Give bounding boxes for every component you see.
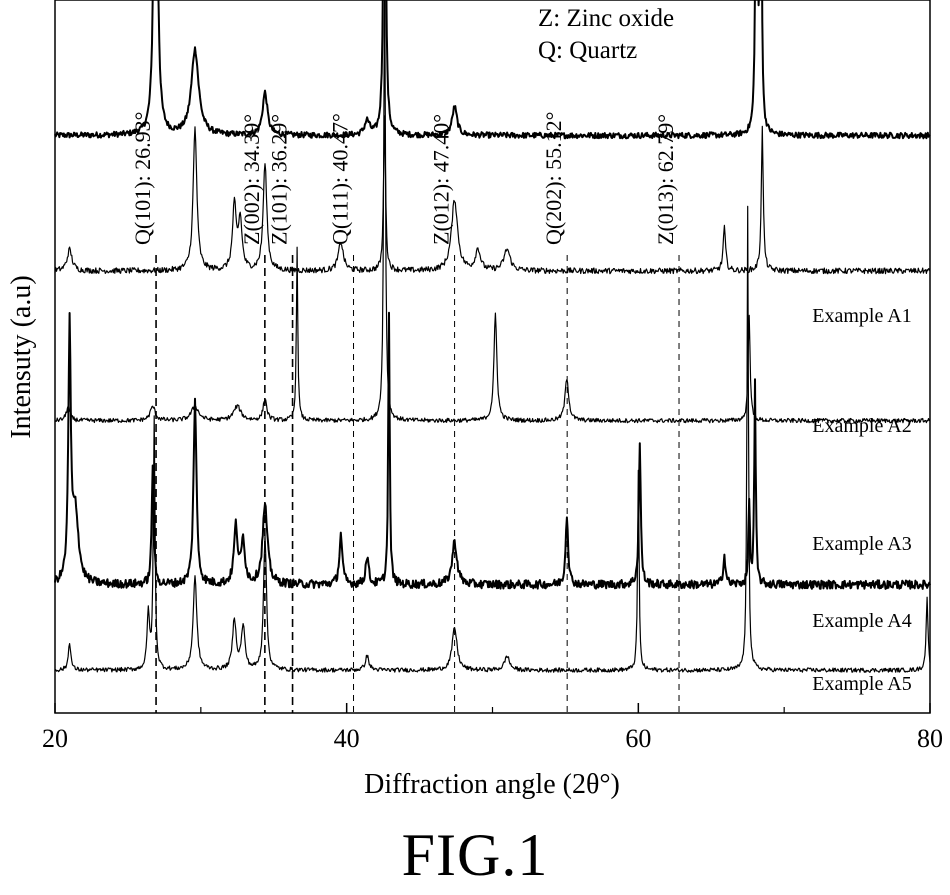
x-tick-label: 40 — [334, 724, 360, 753]
xrd-traces — [54, 0, 931, 673]
series-labels: Example A1 Example A2 Example A3 Example A4… — [812, 305, 911, 695]
series-trace — [54, 115, 931, 275]
plot-axes — [54, 0, 931, 714]
x-tick-label: 20 — [42, 724, 68, 753]
phase-key: Z: Zinc oxide Q: Quartz — [538, 5, 674, 64]
x-axis-label: Diffraction angle (2θ°) — [364, 769, 620, 800]
x-tick-label: 80 — [917, 724, 943, 753]
series-label: Example A3 — [812, 533, 911, 555]
plot-frame — [54, 0, 931, 714]
series-trace — [54, 205, 931, 673]
series-trace — [54, 0, 931, 140]
x-tick-marks — [54, 703, 931, 713]
series-trace — [54, 311, 931, 590]
x-tick-labels: 20 40 60 80 — [42, 724, 943, 753]
reference-label: Q(202): 55.12° — [541, 112, 566, 245]
key-entry: Q: Quartz — [538, 37, 637, 64]
figure-label: FIG.1 — [401, 822, 549, 888]
y-axis-label: Intensuty (a.u) — [6, 275, 37, 438]
series-trace — [54, 0, 931, 424]
xrd-chart: Q(101): 26.93° Z(002): 34.39° Z(101): 36.2… — [6, 0, 943, 800]
series-label: Example A2 — [812, 415, 911, 437]
key-entry: Z: Zinc oxide — [538, 5, 674, 32]
series-label: Example A4 — [812, 610, 911, 632]
x-tick-label: 60 — [625, 724, 651, 753]
series-label: Example A1 — [812, 305, 911, 327]
series-label: Example A5 — [812, 673, 911, 695]
reference-label: Z(101): 36.29° — [267, 114, 292, 245]
reference-lines — [155, 255, 680, 713]
